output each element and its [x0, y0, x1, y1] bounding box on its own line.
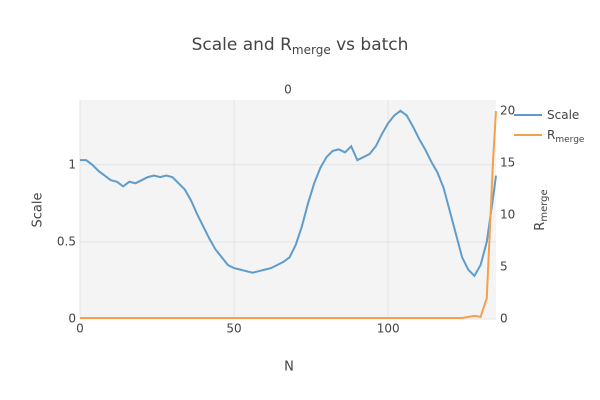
x-axis-label: N	[284, 360, 294, 375]
y2-tick-label: 15	[500, 156, 515, 170]
y2-tick-label: 20	[500, 104, 515, 118]
legend-sub: merge	[555, 135, 585, 145]
legend-name: Scale	[547, 108, 579, 122]
legend-name: R	[547, 128, 555, 142]
legend-label: Scale	[547, 108, 579, 122]
title-main: Scale and R	[192, 35, 293, 55]
title-sub: merge	[292, 43, 331, 57]
y-tick-label: 0	[68, 312, 76, 326]
y-tick-label: 1	[68, 157, 76, 171]
y2-tick-label: 0	[500, 312, 508, 326]
y2-label-main: R	[533, 222, 548, 231]
series-line	[80, 110, 497, 319]
plot-area	[80, 100, 496, 319]
y2-label-sub: merge	[539, 189, 550, 221]
grid	[79, 100, 496, 320]
x-tick-label: 100	[377, 322, 400, 336]
y2-tick-label: 5	[500, 260, 508, 274]
y-axis-label: Scale	[31, 193, 46, 228]
x-tick-label: 50	[226, 322, 241, 336]
y-tick-label: 0.5	[57, 234, 76, 248]
y2-tick-label: 10	[500, 208, 515, 222]
chart-title: Scale and Rmerge vs batch	[192, 35, 409, 57]
title-end: vs batch	[331, 35, 409, 55]
y2-axis-label: Rmerge	[533, 189, 551, 230]
series-line	[80, 109, 497, 278]
x-tick-label: 0	[76, 322, 84, 336]
subplot-title: 0	[284, 83, 292, 97]
legend-label: Rmerge	[547, 128, 585, 145]
